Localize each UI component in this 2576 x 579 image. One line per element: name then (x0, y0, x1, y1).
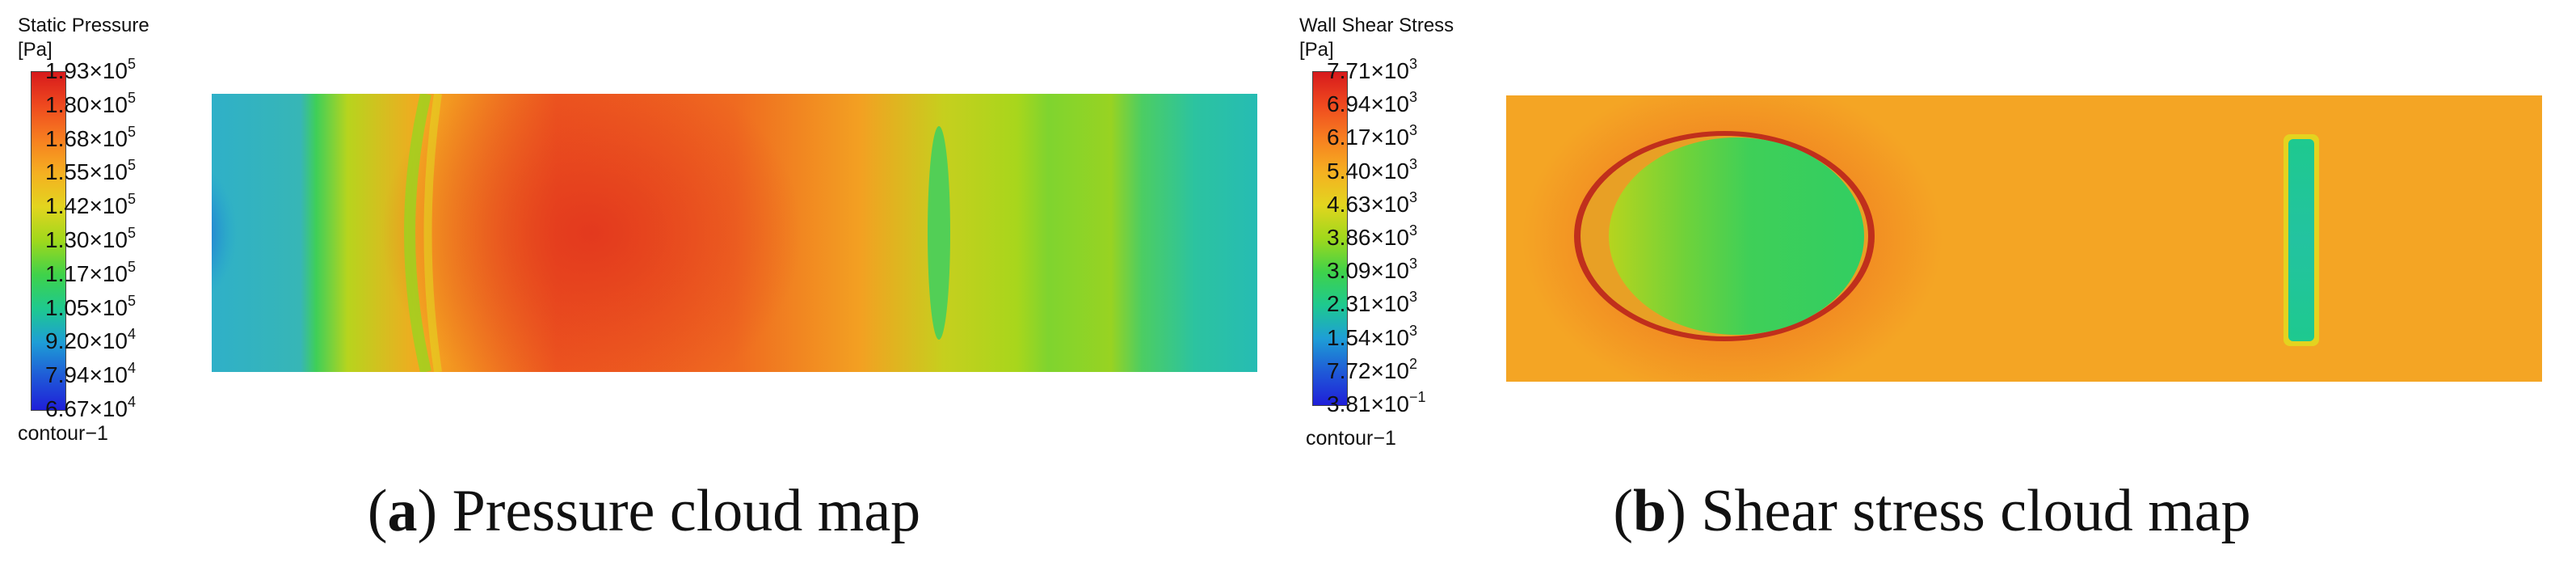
figure-caption: (a) Pressure cloud map (367, 478, 921, 544)
tick-label: 6.67×104 (45, 394, 137, 421)
shear-field (1506, 95, 2542, 382)
contour-label: contour−1 (18, 422, 108, 445)
tick-label: 9.20×104 (45, 326, 137, 354)
tick-label: 6.94×103 (1327, 89, 1418, 117)
tick-label: 7.72×102 (1327, 355, 1418, 383)
tick-label: 6.17×103 (1327, 122, 1418, 150)
legend-title: Wall Shear Stress (1299, 15, 1454, 36)
legend-unit: [Pa] (1299, 39, 1334, 61)
tick-label: 1.80×105 (45, 89, 137, 117)
tick-label: 2.31×103 (1327, 289, 1418, 317)
tick-label: 3.81×10−1 (1327, 389, 1426, 416)
tick-label: 1.55×105 (45, 157, 137, 185)
tick-label: 1.93×105 (45, 56, 137, 83)
tick-label: 3.09×103 (1327, 256, 1418, 284)
tick-label: 5.40×103 (1327, 155, 1418, 184)
colorbar (1312, 71, 1348, 406)
tick-label: 1.17×105 (45, 258, 137, 286)
pressure-panel: Static Pressure [Pa] 1.93×105 1.80×105 1.6… (18, 15, 1257, 544)
shear-panel: Wall Shear Stress [Pa] 7.71×103 6.94×103 6… (1288, 0, 2576, 579)
legend-title: Static Pressure (18, 15, 149, 36)
legend-unit: [Pa] (18, 39, 53, 61)
tick-label: 7.94×104 (45, 360, 137, 388)
tick-label: 1.68×105 (45, 123, 137, 151)
tick-label: 3.86×103 (1327, 222, 1418, 250)
figure-caption: (b) Shear stress cloud map (1613, 478, 2251, 544)
tick-label: 1.54×103 (1327, 322, 1418, 350)
contour-label: contour−1 (1306, 427, 1396, 450)
tick-label: 7.71×103 (1327, 56, 1418, 83)
tick-label: 1.30×105 (45, 225, 137, 252)
tick-label: 4.63×103 (1327, 188, 1418, 217)
colorbar (31, 71, 66, 411)
tick-label: 1.42×105 (45, 191, 137, 219)
pressure-field (212, 94, 1257, 372)
tick-label: 1.05×105 (45, 292, 137, 320)
